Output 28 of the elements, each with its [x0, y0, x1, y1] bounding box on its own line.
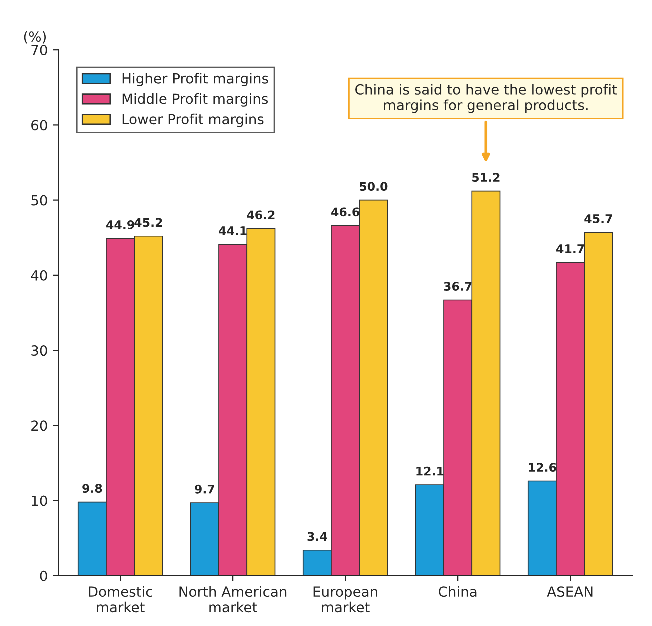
legend-label: Lower Profit margins: [122, 114, 264, 128]
data-label: 9.8: [82, 484, 102, 494]
x-tick-label: Domestic market: [89, 586, 152, 613]
legend-label: Middle Profit margins: [122, 93, 268, 107]
data-label: 46.2: [247, 210, 275, 220]
y-axis-title: (%): [24, 31, 46, 44]
legend-label: Higher Profit margins: [122, 73, 268, 87]
data-label: 45.7: [584, 214, 612, 224]
data-label: 44.9: [106, 220, 134, 230]
data-label: 41.7: [556, 244, 584, 254]
y-tick-label: 60: [32, 120, 48, 131]
y-tick-label: 50: [32, 195, 48, 206]
data-label: 50.0: [360, 182, 388, 192]
data-label: 3.4: [308, 532, 328, 542]
x-tick-label: European market: [314, 586, 378, 613]
data-label: 51.2: [472, 173, 500, 182]
y-tick-label: 30: [32, 346, 48, 356]
x-tick-label: ASEAN: [547, 586, 593, 598]
y-tick-label: 70: [32, 45, 48, 56]
data-label: 9.7: [195, 484, 214, 494]
x-tick-label: China: [439, 586, 477, 598]
x-tick-label: North American market: [180, 586, 287, 613]
y-tick-label: 0: [40, 570, 48, 582]
annotation: China is said to have the lowest profit margins for general products.: [356, 84, 618, 114]
y-tick-label: 40: [31, 270, 48, 281]
y-tick-label: 20: [32, 420, 48, 432]
data-label: 45.2: [134, 218, 162, 228]
y-tick-label: 10: [32, 496, 48, 506]
